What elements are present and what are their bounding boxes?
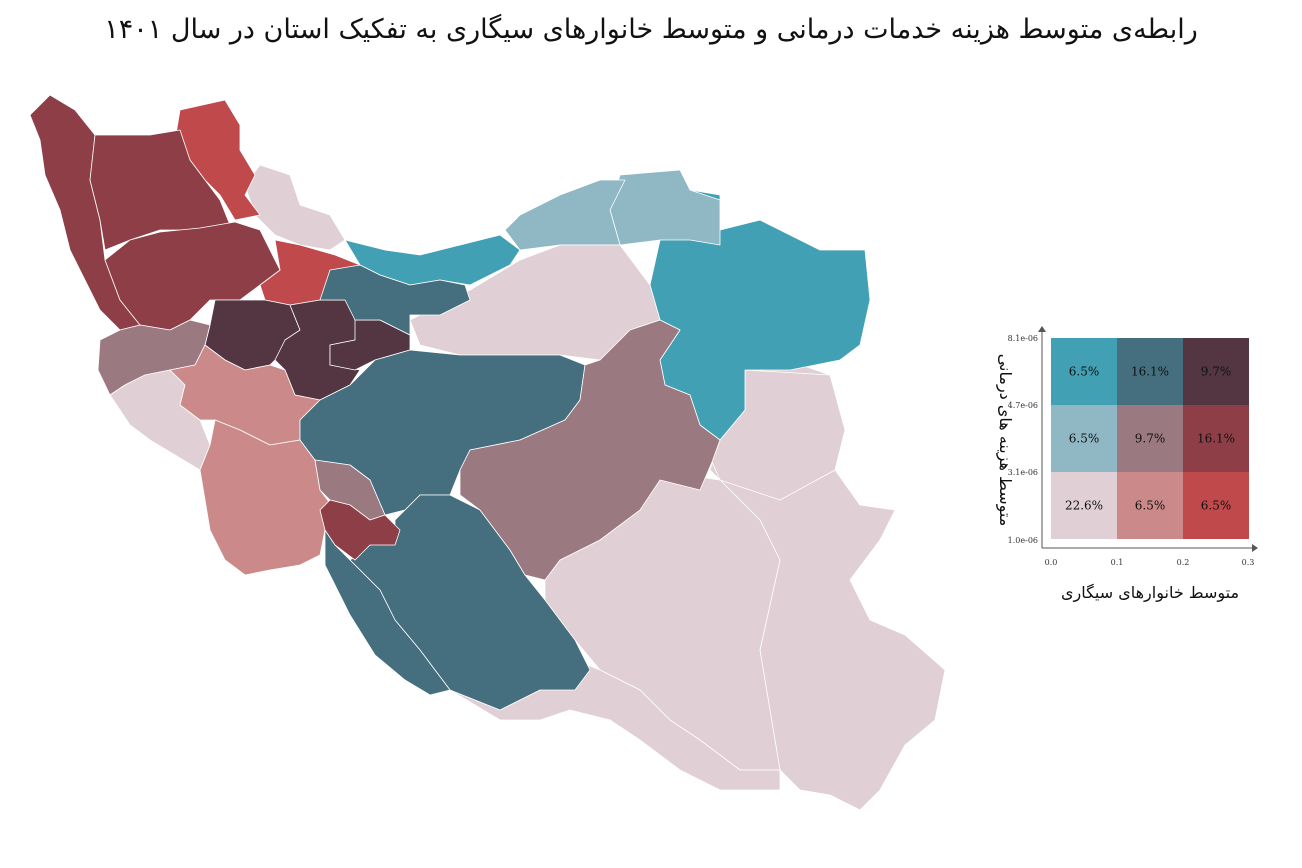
legend-cell: [1183, 472, 1249, 539]
legend-cell: [1117, 472, 1183, 539]
province-yazd: [459, 319, 721, 581]
legend-cell-label: 6.5%: [1069, 365, 1100, 379]
legend-cell-label: 6.5%: [1069, 432, 1100, 446]
legend-cell: [1051, 472, 1117, 539]
legend-cell: [1117, 405, 1183, 472]
legend-cell-label: 9.7%: [1135, 432, 1166, 446]
y-axis-label: متوسط هزینه های درمانی: [995, 354, 1015, 527]
x-tick-0: 0.0: [1045, 558, 1058, 567]
legend-cell: [1183, 405, 1249, 472]
legend-cell-label: 9.7%: [1201, 365, 1232, 379]
province-kohgiluyeh: [319, 499, 401, 561]
y-tick-0: 1.0e-06: [1008, 536, 1038, 545]
legend-cell-label: 16.1%: [1197, 432, 1235, 446]
map-title: رابطه‌ی متوسط هزینه خدمات درمانی و متوسط…: [104, 14, 1198, 45]
legend-cell: [1051, 405, 1117, 472]
legend-cell-label: 16.1%: [1131, 365, 1169, 379]
legend-cell-label: 6.5%: [1135, 499, 1166, 513]
x-axis-arrow: [1252, 544, 1258, 552]
x-tick-3: 0.3: [1242, 558, 1255, 567]
x-axis-label: متوسط خانوارهای سیگاری: [1061, 583, 1239, 603]
y-tick-2: 4.7e-06: [1008, 401, 1038, 410]
legend-cell: [1051, 338, 1117, 405]
province-golestan: [504, 179, 626, 251]
legend-cell-label: 22.6%: [1065, 499, 1103, 513]
y-tick-3: 8.1e-06: [1008, 334, 1038, 343]
x-tick-1: 0.1: [1111, 558, 1124, 567]
legend-cell: [1183, 338, 1249, 405]
legend-cell: [1117, 338, 1183, 405]
legend-grid: 6.5% 16.1% 9.7% 6.5% 9.7% 16.1% 22.6% 6.5% 6.5%: [1051, 338, 1249, 539]
province-bushehr: [324, 529, 451, 696]
y-tick-1: 3.1e-06: [1008, 468, 1038, 477]
legend-cell-label: 6.5%: [1201, 499, 1232, 513]
y-axis-arrow: [1038, 326, 1046, 332]
province-tehran: [319, 264, 471, 336]
x-tick-2: 0.2: [1177, 558, 1190, 567]
